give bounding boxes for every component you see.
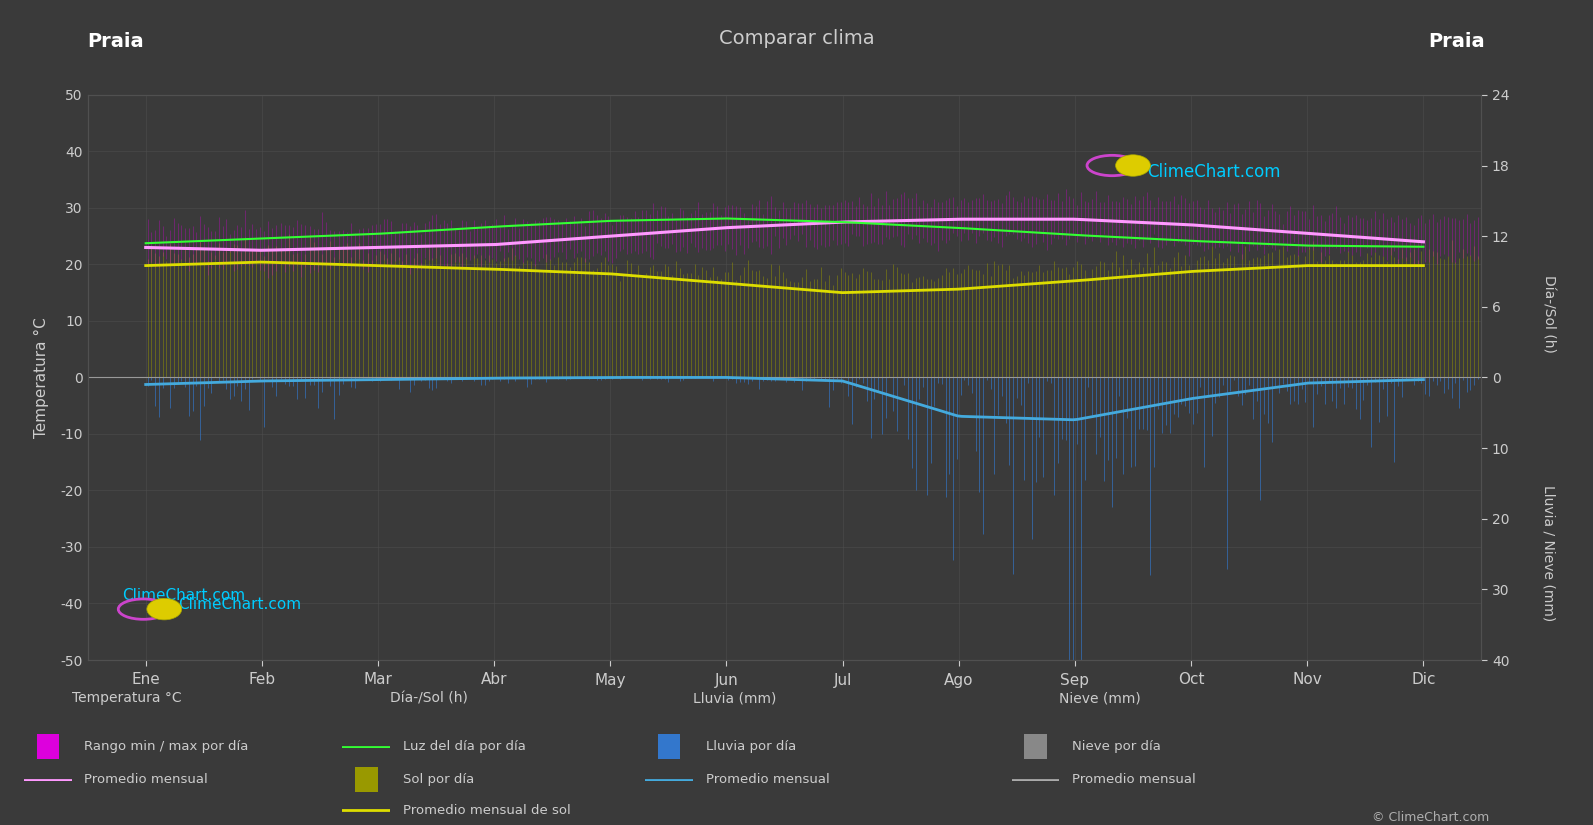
Text: Promedio mensual: Promedio mensual (706, 773, 830, 786)
Text: ClimeChart.com: ClimeChart.com (123, 588, 245, 604)
Text: Promedio mensual: Promedio mensual (1072, 773, 1196, 786)
Text: © ClimeChart.com: © ClimeChart.com (1372, 811, 1489, 824)
Text: Promedio mensual de sol: Promedio mensual de sol (403, 804, 570, 817)
Text: ClimeChart.com: ClimeChart.com (1147, 163, 1281, 181)
Text: Nieve por día: Nieve por día (1072, 740, 1161, 753)
Ellipse shape (1115, 155, 1150, 177)
Text: Lluvia (mm): Lluvia (mm) (693, 691, 776, 705)
Text: Sol por día: Sol por día (403, 773, 475, 786)
Text: Nieve (mm): Nieve (mm) (1059, 691, 1141, 705)
Text: Promedio mensual: Promedio mensual (84, 773, 209, 786)
Y-axis label: Temperatura °C: Temperatura °C (33, 317, 49, 438)
Text: Lluvia por día: Lluvia por día (706, 740, 796, 753)
Text: Lluvia / Nieve (mm): Lluvia / Nieve (mm) (1542, 484, 1555, 621)
Text: Comparar clima: Comparar clima (718, 29, 875, 48)
Text: Rango min / max por día: Rango min / max por día (84, 740, 249, 753)
Text: ClimeChart.com: ClimeChart.com (178, 597, 301, 612)
Text: Día-/Sol (h): Día-/Sol (h) (1542, 275, 1555, 352)
Text: Luz del día por día: Luz del día por día (403, 740, 526, 753)
Text: Praia: Praia (1427, 32, 1485, 51)
Ellipse shape (147, 598, 182, 620)
Text: Día-/Sol (h): Día-/Sol (h) (390, 691, 468, 705)
Text: Temperatura °C: Temperatura °C (72, 691, 182, 705)
Text: Praia: Praia (88, 32, 145, 51)
